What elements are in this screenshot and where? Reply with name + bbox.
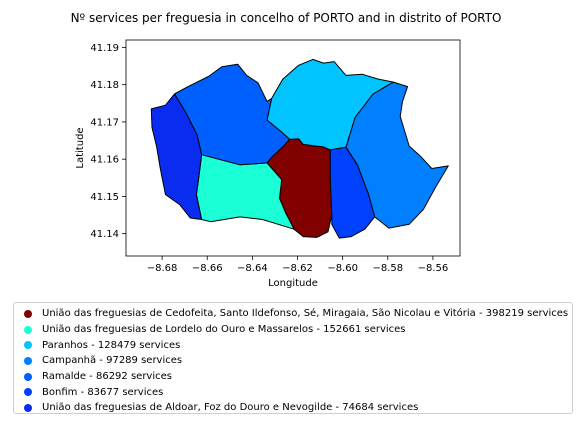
legend-item: Paranhos - 128479 services bbox=[24, 337, 572, 353]
legend-item: União das freguesias de Cedofeita, Santo… bbox=[24, 306, 572, 322]
legend-label: Bonfim - 83677 services bbox=[42, 387, 163, 398]
x-axis-label: Longitude bbox=[268, 278, 318, 289]
legend-marker-icon bbox=[24, 388, 32, 396]
y-tick-label: 41.16 bbox=[90, 155, 119, 166]
legend-item: União das freguesias de Aldoar, Foz do D… bbox=[24, 400, 572, 416]
chart-title: Nº services per freguesia in concelho of… bbox=[71, 11, 502, 25]
legend-item: União das freguesias de Lordelo do Ouro … bbox=[24, 322, 572, 338]
x-tick-label: −8.68 bbox=[147, 263, 178, 274]
x-axis-ticks: −8.68 −8.66 −8.64 −8.62 −8.60 −8.58 −8.56 bbox=[147, 256, 448, 274]
x-tick-label: −8.64 bbox=[237, 263, 268, 274]
legend-marker-icon bbox=[24, 310, 32, 318]
legend-item: Campanhã - 97289 services bbox=[24, 353, 572, 369]
legend-label: União das freguesias de Lordelo do Ouro … bbox=[42, 324, 406, 335]
x-tick-label: −8.60 bbox=[327, 263, 358, 274]
legend-label: Paranhos - 128479 services bbox=[42, 340, 180, 351]
legend-marker-icon bbox=[24, 404, 32, 412]
x-tick-label: −8.66 bbox=[192, 263, 223, 274]
legend-label: Campanhã - 97289 services bbox=[42, 355, 182, 366]
map-layer bbox=[151, 59, 448, 238]
y-tick-label: 41.14 bbox=[90, 229, 119, 240]
y-axis-label: Latitude bbox=[75, 127, 86, 168]
y-tick-label: 41.17 bbox=[90, 117, 119, 128]
y-tick-label: 41.15 bbox=[90, 192, 119, 203]
legend-label: União das freguesias de Aldoar, Foz do D… bbox=[42, 402, 418, 413]
legend-marker-icon bbox=[24, 373, 32, 381]
legend-marker-icon bbox=[24, 326, 32, 334]
y-tick-label: 41.19 bbox=[90, 43, 119, 54]
x-tick-label: −8.56 bbox=[418, 263, 449, 274]
x-tick-label: −8.62 bbox=[282, 263, 313, 274]
legend-label: União das freguesias de Cedofeita, Santo… bbox=[42, 308, 568, 319]
y-tick-label: 41.18 bbox=[90, 80, 119, 91]
legend-marker-icon bbox=[24, 341, 32, 349]
legend-label: Ramalde - 86292 services bbox=[42, 371, 172, 382]
legend: União das freguesias de Cedofeita, Santo… bbox=[13, 302, 573, 414]
chart: Nº services per freguesia in concelho of… bbox=[0, 0, 585, 300]
legend-item: Bonfim - 83677 services bbox=[24, 384, 572, 400]
legend-item: Ramalde - 86292 services bbox=[24, 369, 572, 385]
y-axis-ticks: 41.14 41.15 41.16 41.17 41.18 41.19 bbox=[90, 43, 126, 240]
x-tick-label: −8.58 bbox=[372, 263, 403, 274]
legend-marker-icon bbox=[24, 357, 32, 365]
